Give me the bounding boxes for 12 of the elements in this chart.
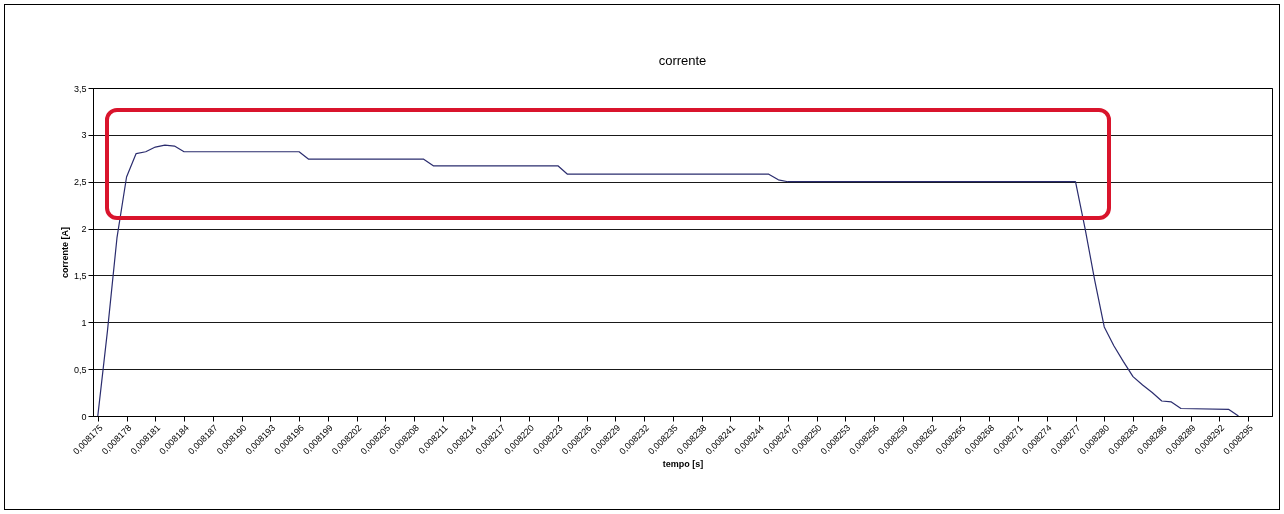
y-tick-label: 0,5 [73,364,87,375]
chart-title: corrente [658,53,707,68]
y-tick-label: 1,5 [73,270,87,281]
x-axis-title: tempo [s] [662,459,704,470]
y-tick-label: 2 [81,224,87,235]
line-series [97,144,1240,416]
y-axis-title: corrente [A] [59,226,70,279]
y-tick-label: 0 [81,411,87,422]
y-tick-label: 3,5 [73,83,87,94]
y-tick-label: 3 [81,130,87,141]
y-tick-label: 2,5 [73,177,87,188]
y-tick-label: 1 [81,317,87,328]
